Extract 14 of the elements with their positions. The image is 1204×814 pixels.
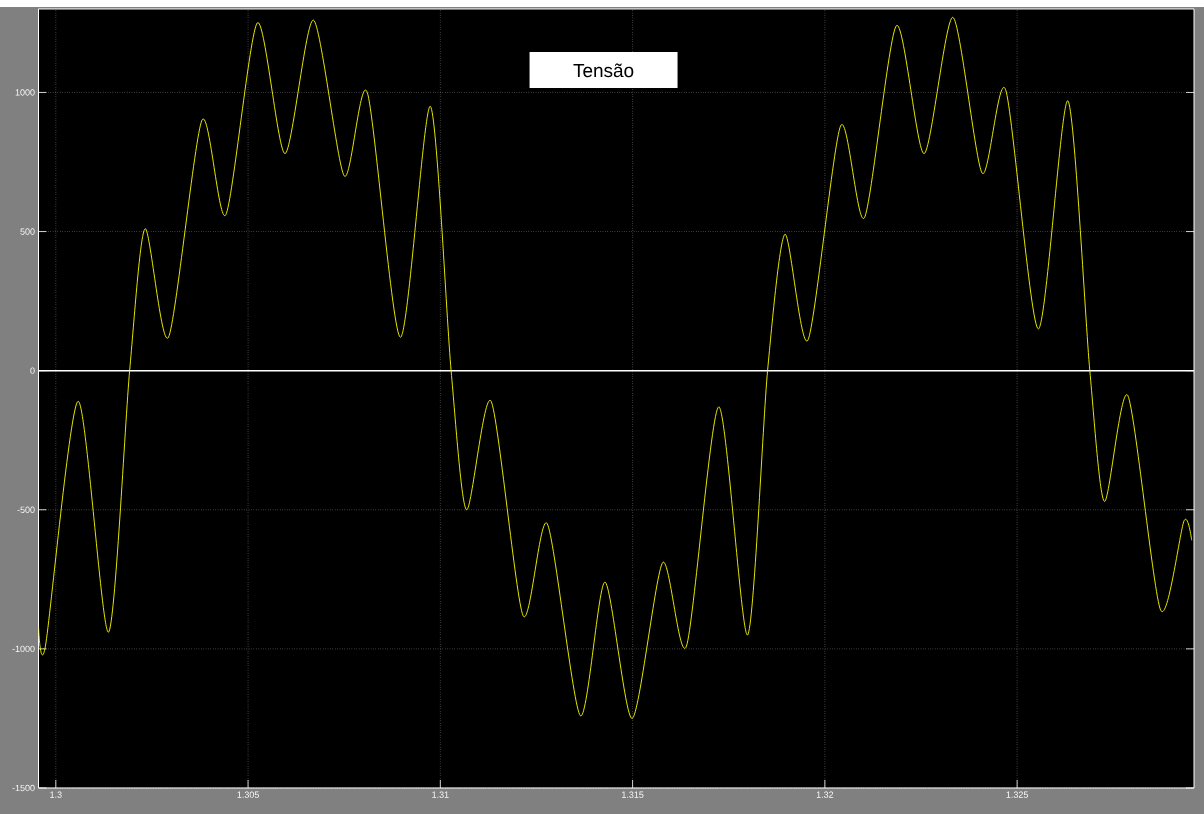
y-tick-label: -1000 (12, 645, 35, 653)
x-tick-label: 1.315 (622, 791, 644, 798)
x-tick-label: 1.305 (237, 791, 259, 798)
y-tick-label: 0 (30, 367, 35, 374)
x-tick-label: 1.325 (1006, 791, 1028, 798)
annotation: Tensão (573, 63, 634, 78)
x-tick-label: 1.3 (50, 791, 62, 798)
line-series (38, 16, 1193, 719)
x-tick-label: 1.31 (432, 791, 449, 798)
y-tick-label: 1000 (15, 89, 35, 96)
y-tick-label: 500 (20, 228, 35, 235)
y-tick-label: -1500 (12, 784, 35, 792)
y-tick-label: -500 (17, 506, 35, 513)
x-tick-label: 1.32 (816, 791, 834, 798)
